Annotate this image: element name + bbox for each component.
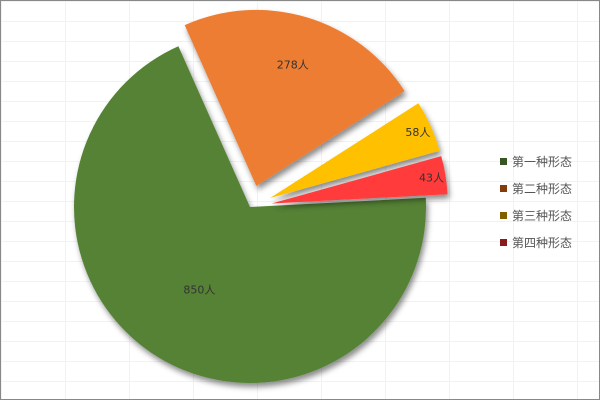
pie-slice-2	[184, 9, 405, 186]
data-label-2: 278人	[277, 59, 309, 72]
legend-label: 第四种形态	[512, 236, 573, 250]
data-label-1: 850人	[183, 284, 215, 297]
legend: 第一种形态第二种形态第三种形态第四种形态	[500, 148, 572, 256]
pie-slice-4	[271, 156, 448, 204]
legend-label: 第一种形态	[512, 155, 573, 169]
data-label-4: 43人	[419, 171, 444, 184]
legend-swatch	[500, 185, 507, 192]
legend-item-1: 第一种形态	[500, 148, 572, 175]
legend-item-4: 第四种形态	[500, 229, 572, 256]
legend-label: 第二种形态	[512, 182, 573, 196]
legend-item-2: 第二种形态	[500, 175, 572, 202]
pie-slice-1	[74, 46, 426, 383]
data-label-3: 58人	[405, 126, 430, 139]
pie-slice-3	[270, 103, 440, 199]
legend-item-3: 第三种形态	[500, 202, 572, 229]
legend-swatch	[500, 212, 507, 219]
legend-swatch	[500, 239, 507, 246]
legend-label: 第三种形态	[512, 209, 573, 223]
legend-swatch	[500, 158, 507, 165]
